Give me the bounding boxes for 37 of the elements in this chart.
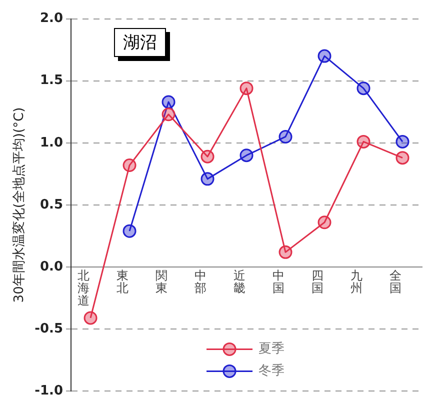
legend-label: 冬季 <box>258 364 285 379</box>
text: 湖沼 <box>114 28 166 57</box>
point <box>396 151 410 165</box>
x-tick-label: 近畿 <box>234 268 246 296</box>
y-tick-label: 0.5 <box>40 197 64 212</box>
point <box>162 95 176 109</box>
x-tick-label: 北海道 <box>78 268 90 308</box>
point <box>240 82 254 96</box>
y-tick-label: 1.0 <box>40 135 64 150</box>
x-tick-label: 東北 <box>116 268 129 296</box>
point <box>84 311 98 325</box>
x-tick-label: 中国 <box>272 268 285 296</box>
x-tick-label: 全国 <box>390 268 402 296</box>
point <box>122 224 136 238</box>
y-tick-label: -0.5 <box>34 322 64 337</box>
x-tick-label: 中部 <box>194 268 207 296</box>
x-tick-label: 九州 <box>350 268 363 296</box>
y-axis-title: 30年間水温変化(全地点平均)(°C) <box>11 107 28 303</box>
x-tick-label: 関東 <box>156 268 168 296</box>
point <box>356 134 370 148</box>
legend-label: 夏季 <box>258 342 285 357</box>
y-tick-label: 0.0 <box>40 259 64 274</box>
point <box>162 108 176 122</box>
point <box>200 172 214 186</box>
y-tick-label: 2.0 <box>40 11 64 26</box>
point <box>278 245 292 259</box>
point <box>318 49 332 63</box>
y-tick-label: 1.5 <box>40 73 64 88</box>
y-tick-label: -1.0 <box>34 384 64 399</box>
point <box>240 148 254 162</box>
point <box>318 216 332 230</box>
point <box>356 82 370 96</box>
point <box>278 130 292 144</box>
point <box>122 158 136 172</box>
point <box>200 150 214 164</box>
x-tick-label: 四国 <box>312 268 324 296</box>
point <box>396 134 410 148</box>
